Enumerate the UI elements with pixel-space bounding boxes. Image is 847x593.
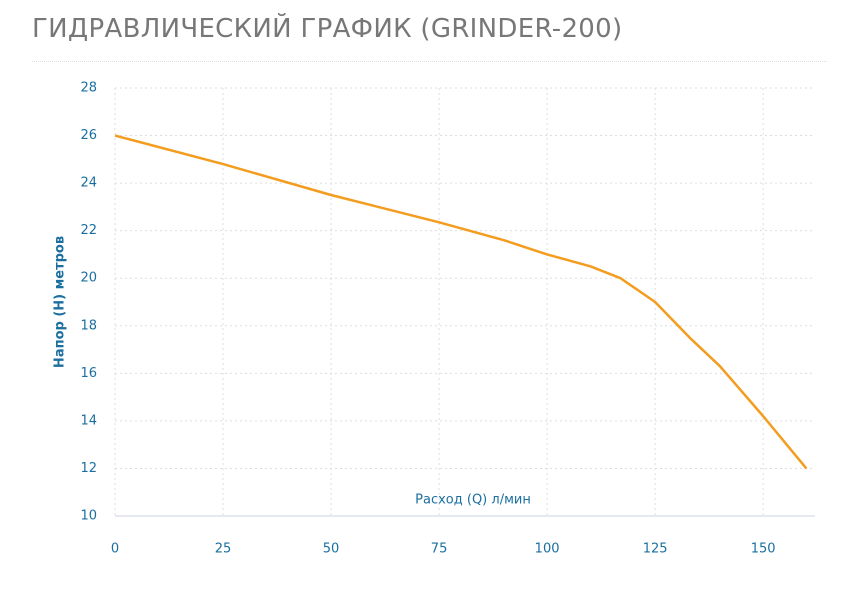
line: [114, 134, 808, 470]
y-tick-label: 10: [80, 509, 97, 524]
x-axis-label: Расход (Q) л/мин: [415, 493, 531, 508]
chart-title: ГИДРАВЛИЧЕСКИЙ ГРАФИК (GRINDER-200): [32, 14, 623, 44]
y-tick-label: 24: [80, 176, 97, 191]
y-tick-label: 12: [80, 461, 97, 476]
y-tick-label: 22: [80, 223, 97, 238]
x-tick-label: 125: [643, 542, 668, 557]
y-tick-label: 26: [80, 128, 97, 143]
y-tick-label: 28: [80, 81, 97, 96]
y-tick-label: 20: [80, 271, 97, 286]
y-axis-label: Напор (H) метров: [53, 236, 68, 368]
y-tick-label: 18: [80, 318, 97, 333]
x-tick-label: 0: [111, 542, 119, 557]
y-tick-label: 14: [80, 413, 97, 428]
x-tick-label: 25: [215, 542, 232, 557]
x-tick-label: 150: [751, 542, 776, 557]
x-tick-label: 100: [535, 542, 560, 557]
x-tick-label: 75: [431, 542, 448, 557]
separator: [32, 61, 827, 62]
x-tick-label: 50: [323, 542, 340, 557]
y-tick-label: 16: [80, 366, 97, 381]
